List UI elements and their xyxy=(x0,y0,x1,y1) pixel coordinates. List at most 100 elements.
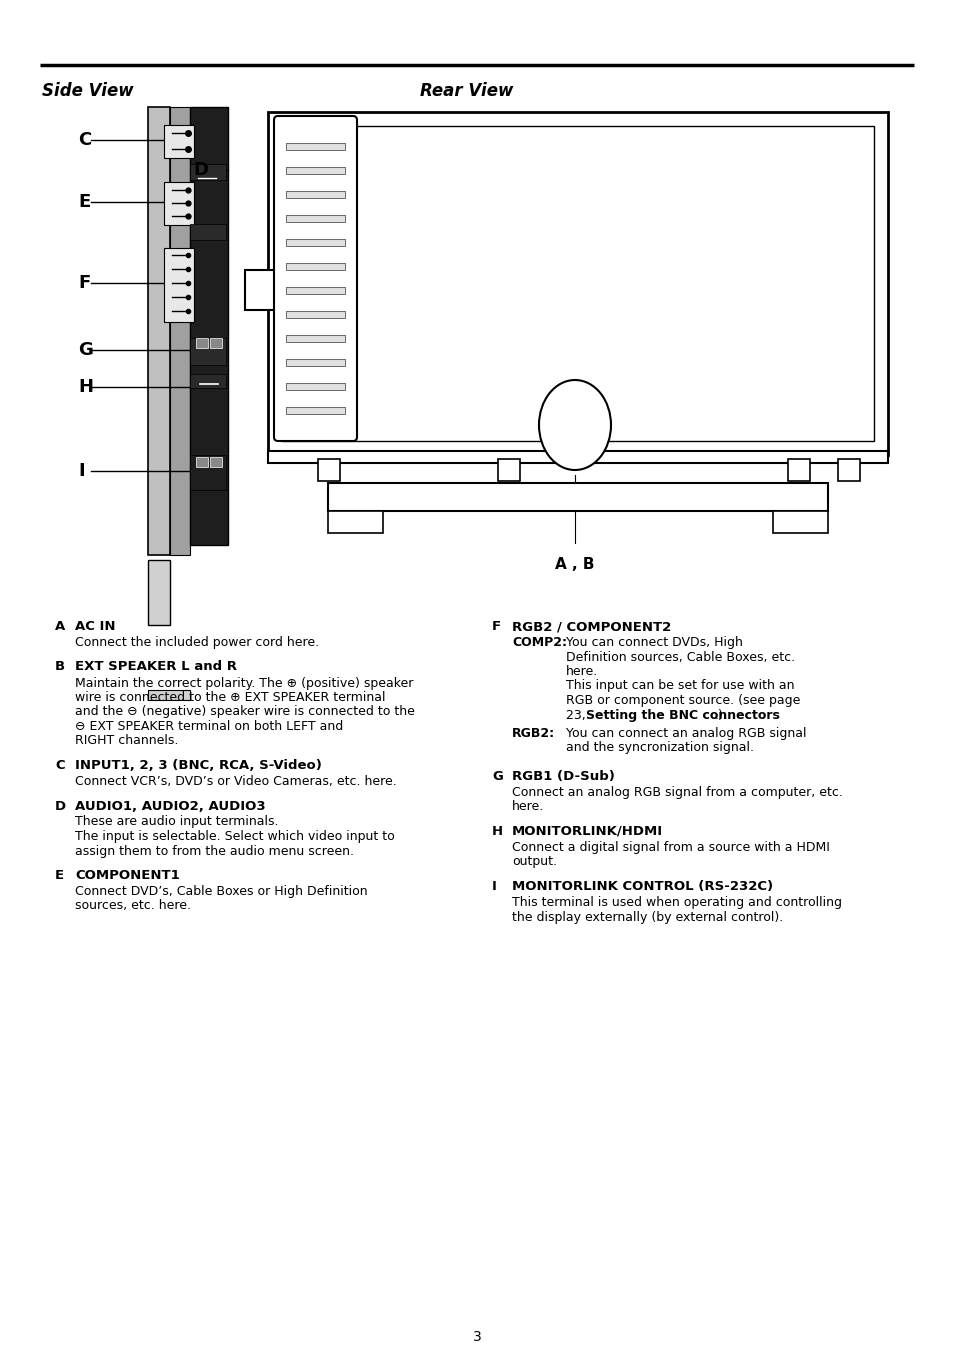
Text: COMPONENT1: COMPONENT1 xyxy=(75,869,179,882)
Text: and the ⊖ (negative) speaker wire is connected to the: and the ⊖ (negative) speaker wire is con… xyxy=(75,705,415,719)
Bar xyxy=(286,407,345,413)
Text: AC IN: AC IN xyxy=(75,620,115,634)
Bar xyxy=(772,511,827,534)
Text: H: H xyxy=(78,378,92,396)
Text: C: C xyxy=(78,131,91,149)
Bar xyxy=(164,249,193,322)
Text: and the syncronization signal.: and the syncronization signal. xyxy=(565,742,753,754)
Text: INPUT1, 2, 3 (BNC, RCA, S-Video): INPUT1, 2, 3 (BNC, RCA, S-Video) xyxy=(75,759,321,771)
Bar xyxy=(190,338,226,365)
Bar xyxy=(210,457,222,467)
Bar xyxy=(195,338,208,349)
Bar xyxy=(164,126,193,158)
Text: C: C xyxy=(55,759,65,771)
Bar xyxy=(245,270,277,309)
Text: Connect VCR’s, DVD’s or Video Cameras, etc. here.: Connect VCR’s, DVD’s or Video Cameras, e… xyxy=(75,775,396,788)
Text: H: H xyxy=(492,825,502,838)
Bar xyxy=(328,511,382,534)
Text: AUDIO1, AUDIO2, AUDIO3: AUDIO1, AUDIO2, AUDIO3 xyxy=(75,800,265,812)
Text: MONITORLINK/HDMI: MONITORLINK/HDMI xyxy=(512,825,662,838)
Text: The input is selectable. Select which video input to: The input is selectable. Select which vi… xyxy=(75,830,395,843)
Text: Setting the BNC connectors: Setting the BNC connectors xyxy=(585,708,779,721)
Bar xyxy=(286,239,345,246)
Text: 23,: 23, xyxy=(565,708,589,721)
Bar xyxy=(148,561,170,626)
Bar xyxy=(286,286,345,295)
Text: output.: output. xyxy=(512,855,557,869)
Bar xyxy=(148,107,170,555)
Bar xyxy=(190,107,228,544)
Bar xyxy=(787,459,809,481)
Text: You can connect DVDs, High: You can connect DVDs, High xyxy=(565,636,742,648)
Text: I: I xyxy=(492,880,497,893)
Text: ⊖ EXT SPEAKER terminal on both LEFT and: ⊖ EXT SPEAKER terminal on both LEFT and xyxy=(75,720,343,734)
Text: Maintain the correct polarity. The ⊕ (positive) speaker: Maintain the correct polarity. The ⊕ (po… xyxy=(75,677,413,689)
Bar xyxy=(190,455,226,490)
Text: COMP2:: COMP2: xyxy=(512,636,566,648)
Bar xyxy=(497,459,519,481)
Text: A , B: A , B xyxy=(555,557,594,571)
Text: Connect an analog RGB signal from a computer, etc.: Connect an analog RGB signal from a comp… xyxy=(512,786,842,798)
Text: the display externally (by external control).: the display externally (by external cont… xyxy=(512,911,782,924)
Bar xyxy=(148,690,190,700)
Bar xyxy=(268,451,887,463)
Text: A: A xyxy=(55,620,65,634)
Bar xyxy=(286,263,345,270)
Text: assign them to from the audio menu screen.: assign them to from the audio menu scree… xyxy=(75,844,354,858)
Bar xyxy=(190,224,226,240)
Text: RIGHT channels.: RIGHT channels. xyxy=(75,735,178,747)
Text: MONITORLINK CONTROL (RS-232C): MONITORLINK CONTROL (RS-232C) xyxy=(512,880,772,893)
Bar xyxy=(190,163,226,180)
Text: Side View: Side View xyxy=(42,82,133,100)
FancyBboxPatch shape xyxy=(274,116,356,440)
Text: G: G xyxy=(78,340,92,359)
Bar xyxy=(286,168,345,174)
Text: These are audio input terminals.: These are audio input terminals. xyxy=(75,816,278,828)
Text: I: I xyxy=(78,462,85,480)
Text: RGB or component source. (see page: RGB or component source. (see page xyxy=(565,694,800,707)
Text: E: E xyxy=(78,193,91,211)
Text: Connect the included power cord here.: Connect the included power cord here. xyxy=(75,636,319,648)
Text: F: F xyxy=(492,620,500,634)
Bar xyxy=(282,126,873,440)
Bar xyxy=(286,311,345,317)
Text: RGB2 / COMPONENT2: RGB2 / COMPONENT2 xyxy=(512,620,671,634)
Text: D: D xyxy=(193,161,208,178)
Text: .): .) xyxy=(714,708,722,721)
Text: D: D xyxy=(55,800,66,812)
Text: Connect DVD’s, Cable Boxes or High Definition: Connect DVD’s, Cable Boxes or High Defin… xyxy=(75,885,367,898)
Bar xyxy=(268,112,887,455)
Bar xyxy=(190,374,226,388)
Text: RGB2:: RGB2: xyxy=(512,727,555,740)
Text: Definition sources, Cable Boxes, etc.: Definition sources, Cable Boxes, etc. xyxy=(565,650,794,663)
Text: here.: here. xyxy=(565,665,598,678)
Ellipse shape xyxy=(538,380,610,470)
Text: 3: 3 xyxy=(472,1329,481,1344)
Bar xyxy=(837,459,859,481)
Text: RGB1 (D-Sub): RGB1 (D-Sub) xyxy=(512,770,615,784)
Text: Connect a digital signal from a source with a HDMI: Connect a digital signal from a source w… xyxy=(512,842,829,854)
Text: You can connect an analog RGB signal: You can connect an analog RGB signal xyxy=(565,727,805,740)
Text: sources, etc. here.: sources, etc. here. xyxy=(75,900,191,912)
Bar xyxy=(286,359,345,366)
Bar xyxy=(170,107,190,555)
Bar xyxy=(286,190,345,199)
Bar xyxy=(286,382,345,390)
Text: Rear View: Rear View xyxy=(419,82,513,100)
Bar xyxy=(317,459,339,481)
Text: This terminal is used when operating and controlling: This terminal is used when operating and… xyxy=(512,896,841,909)
Bar xyxy=(286,215,345,222)
Text: F: F xyxy=(78,274,91,292)
Bar xyxy=(286,335,345,342)
Text: B: B xyxy=(55,661,65,674)
Bar xyxy=(328,484,827,511)
Text: E: E xyxy=(55,869,64,882)
Text: EXT SPEAKER L and R: EXT SPEAKER L and R xyxy=(75,661,236,674)
Bar xyxy=(164,182,193,226)
Text: here.: here. xyxy=(512,801,543,813)
Bar xyxy=(286,143,345,150)
Text: G: G xyxy=(492,770,502,784)
Bar xyxy=(195,457,208,467)
Text: wire is connected to the ⊕ EXT SPEAKER terminal: wire is connected to the ⊕ EXT SPEAKER t… xyxy=(75,690,385,704)
Text: This input can be set for use with an: This input can be set for use with an xyxy=(565,680,794,693)
